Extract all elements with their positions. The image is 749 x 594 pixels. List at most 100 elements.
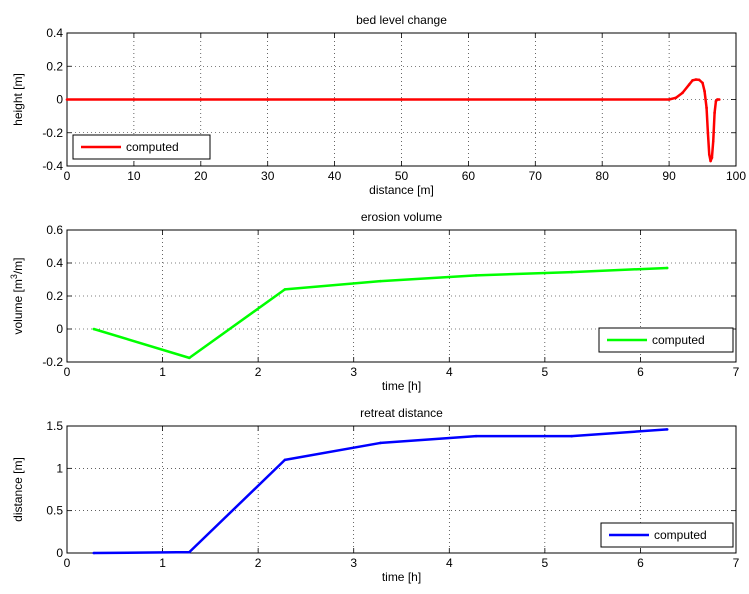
data-point xyxy=(467,98,470,101)
data-point xyxy=(691,79,694,82)
x-tick-label: 20 xyxy=(194,169,208,183)
y-axis-label: height [m] xyxy=(11,73,25,126)
data-point xyxy=(65,98,69,101)
data-point xyxy=(703,89,706,93)
x-tick-label: 80 xyxy=(596,169,610,183)
data-point xyxy=(697,78,701,82)
x-tick-label: 90 xyxy=(662,169,676,183)
data-point xyxy=(717,98,721,101)
data-point xyxy=(188,550,191,554)
data-point xyxy=(92,327,96,331)
x-tick-label: 6 xyxy=(637,365,644,379)
data-point xyxy=(711,139,715,143)
data-point xyxy=(701,81,704,85)
x-tick-label: 2 xyxy=(255,556,262,570)
y-tick-label: 0 xyxy=(56,546,63,560)
data-point xyxy=(570,270,573,274)
data-point xyxy=(707,153,711,156)
data-point xyxy=(132,98,136,101)
data-point xyxy=(687,83,691,86)
data-point xyxy=(713,111,716,115)
data-point xyxy=(674,96,678,100)
x-tick-label: 7 xyxy=(733,556,740,570)
y-axis-label-tail: /m] xyxy=(11,257,25,274)
x-tick-label: 2 xyxy=(255,365,262,379)
data-point xyxy=(379,441,382,445)
data-point xyxy=(570,434,573,438)
y-tick-label: 0.4 xyxy=(46,256,63,270)
chart-title: retreat distance xyxy=(360,406,443,420)
y-tick-label: 0.2 xyxy=(46,289,63,303)
x-tick-label: 0 xyxy=(64,169,71,183)
chart-title: bed level change xyxy=(356,13,447,27)
x-tick-label: 4 xyxy=(446,556,453,570)
y-tick-label: 0.2 xyxy=(46,59,63,73)
data-point xyxy=(665,266,669,270)
x-tick-label: 5 xyxy=(542,365,549,379)
x-axis-label: time [h] xyxy=(382,379,421,393)
x-axis-label: time [h] xyxy=(382,570,421,584)
x-tick-label: 100 xyxy=(726,169,746,183)
data-point xyxy=(199,98,203,101)
data-point xyxy=(665,428,669,431)
legend: computed xyxy=(598,327,734,353)
x-tick-label: 0 xyxy=(64,556,71,570)
x-tick-label: 60 xyxy=(462,169,476,183)
data-point xyxy=(706,131,710,135)
x-tick-label: 5 xyxy=(542,556,549,570)
x-tick-label: 70 xyxy=(529,169,543,183)
y-tick-label: 0.4 xyxy=(46,26,63,40)
data-point xyxy=(266,98,270,101)
data-point xyxy=(667,98,671,101)
x-tick-label: 10 xyxy=(127,169,141,183)
y-tick-label: 0 xyxy=(56,93,63,107)
data-point xyxy=(715,98,719,101)
y-tick-label: 0 xyxy=(56,322,63,336)
x-axis-label: distance [m] xyxy=(369,183,434,197)
data-point xyxy=(92,551,96,555)
legend-label: computed xyxy=(654,528,707,542)
data-point xyxy=(705,106,708,110)
x-tick-label: 3 xyxy=(350,556,357,570)
data-point xyxy=(710,156,714,159)
y-tick-label: 0.6 xyxy=(46,223,63,237)
axes-frame xyxy=(66,229,737,363)
data-point xyxy=(534,98,537,101)
series-line-computed xyxy=(67,78,720,163)
data-point xyxy=(694,78,698,81)
data-point xyxy=(709,159,712,163)
y-axis-label: volume [m3/m] xyxy=(9,257,25,334)
data-point xyxy=(600,98,604,101)
data-point xyxy=(474,434,478,438)
x-tick-label: 7 xyxy=(733,365,740,379)
x-tick-label: 4 xyxy=(446,365,453,379)
x-tick-label: 40 xyxy=(328,169,342,183)
x-tick-label: 6 xyxy=(637,556,644,570)
y-tick-label: 1 xyxy=(56,461,63,475)
y-tick-label: 0.5 xyxy=(46,504,63,518)
x-tick-label: 3 xyxy=(350,365,357,379)
legend-label: computed xyxy=(652,333,705,347)
data-point xyxy=(400,98,403,101)
data-point xyxy=(283,288,287,291)
chart-panel-1: 0 10 20 30 40 50 60 70 80 90 100 -0.4 -0.2 0 0.2 0.4 bed… xyxy=(11,13,746,197)
x-tick-label: 1 xyxy=(159,556,166,570)
legend: computed xyxy=(72,134,211,160)
data-point xyxy=(474,274,478,277)
legend-label: computed xyxy=(126,140,179,154)
data-point xyxy=(283,458,287,462)
y-tick-label: -0.4 xyxy=(42,159,63,173)
data-point xyxy=(681,91,684,95)
chart-title: erosion volume xyxy=(361,210,443,224)
x-tick-label: 50 xyxy=(395,169,409,183)
x-tick-label: 0 xyxy=(64,365,71,379)
y-axis-label-sup: 3 xyxy=(9,274,19,279)
legend-box xyxy=(72,134,211,160)
x-tick-label: 1 xyxy=(159,365,166,379)
legend: computed xyxy=(600,522,734,548)
x-tick-label: 30 xyxy=(261,169,275,183)
y-tick-label: -0.2 xyxy=(42,355,63,369)
y-axis-label-main: volume [m xyxy=(11,279,25,334)
